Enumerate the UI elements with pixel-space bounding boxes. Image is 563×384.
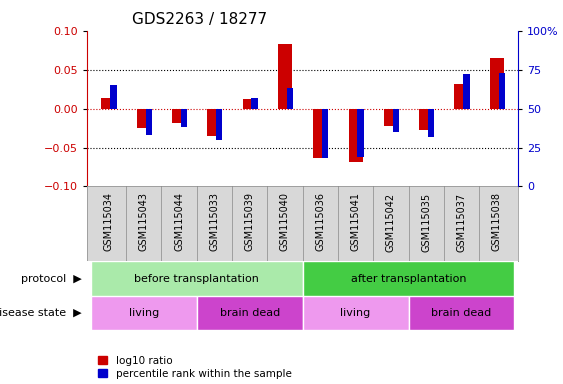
- Bar: [463, 74, 470, 109]
- Bar: [454, 84, 468, 109]
- Text: GSM115044: GSM115044: [174, 192, 184, 252]
- Text: GSM115041: GSM115041: [351, 192, 360, 252]
- Bar: [243, 99, 257, 109]
- Bar: [207, 109, 221, 136]
- Text: disease state  ▶: disease state ▶: [0, 308, 82, 318]
- Bar: [101, 98, 115, 109]
- Legend: log10 ratio, percentile rank within the sample: log10 ratio, percentile rank within the …: [98, 356, 292, 379]
- Text: living: living: [128, 308, 159, 318]
- Text: brain dead: brain dead: [431, 308, 491, 318]
- Text: GDS2263 / 18277: GDS2263 / 18277: [132, 12, 267, 27]
- Text: protocol  ▶: protocol ▶: [21, 273, 82, 283]
- Text: GSM115042: GSM115042: [386, 192, 396, 252]
- Text: GSM115036: GSM115036: [315, 192, 325, 252]
- Bar: [91, 296, 196, 330]
- Text: GSM115037: GSM115037: [457, 192, 467, 252]
- Text: before transplantation: before transplantation: [134, 273, 259, 283]
- Text: after transplantation: after transplantation: [351, 273, 466, 283]
- Bar: [384, 109, 398, 126]
- Bar: [145, 109, 152, 135]
- Text: GSM115040: GSM115040: [280, 192, 290, 252]
- Text: GSM115043: GSM115043: [138, 192, 149, 252]
- Bar: [348, 109, 363, 162]
- Text: GSM115035: GSM115035: [421, 192, 431, 252]
- Bar: [428, 109, 434, 137]
- Text: brain dead: brain dead: [220, 308, 280, 318]
- Bar: [278, 44, 292, 109]
- Bar: [499, 73, 505, 109]
- Text: GSM115034: GSM115034: [104, 192, 114, 252]
- Bar: [303, 262, 515, 296]
- Bar: [322, 109, 328, 159]
- Bar: [490, 58, 504, 109]
- Text: GSM115039: GSM115039: [245, 192, 254, 252]
- Bar: [172, 109, 186, 122]
- Bar: [409, 296, 515, 330]
- Bar: [110, 85, 117, 109]
- Bar: [216, 109, 222, 140]
- Bar: [419, 109, 434, 131]
- Bar: [181, 109, 187, 127]
- Bar: [137, 109, 151, 128]
- Bar: [91, 262, 303, 296]
- Text: GSM115038: GSM115038: [491, 192, 502, 252]
- Text: GSM115033: GSM115033: [209, 192, 220, 252]
- Text: living: living: [341, 308, 370, 318]
- Bar: [392, 109, 399, 132]
- Bar: [313, 109, 327, 158]
- Bar: [196, 296, 303, 330]
- Bar: [287, 88, 293, 109]
- Bar: [252, 98, 258, 109]
- Bar: [358, 109, 364, 157]
- Bar: [303, 296, 409, 330]
